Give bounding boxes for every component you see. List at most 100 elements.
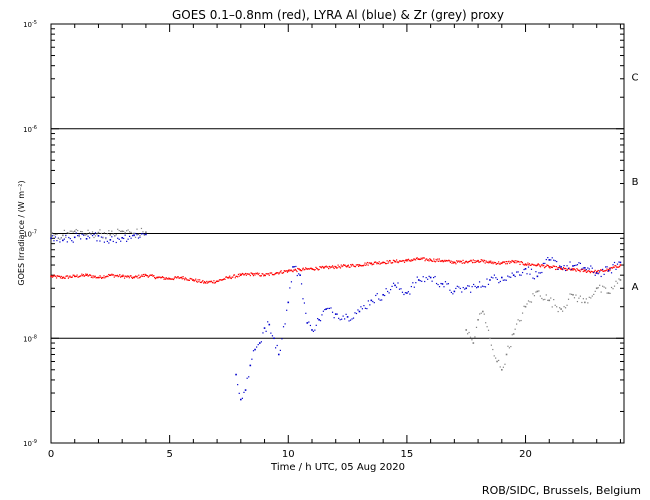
- data-point: [478, 281, 481, 283]
- data-point: [475, 287, 478, 289]
- data-point: [50, 275, 52, 278]
- data-point: [587, 267, 589, 269]
- data-point: [353, 265, 355, 267]
- data-point: [570, 269, 572, 271]
- data-point: [490, 276, 493, 278]
- data-point: [97, 235, 100, 237]
- data-point: [446, 283, 448, 285]
- data-point: [610, 272, 613, 274]
- data-point: [593, 293, 595, 296]
- data-point: [444, 259, 446, 261]
- data-point: [206, 280, 208, 282]
- data-point: [416, 276, 418, 278]
- data-point: [405, 258, 407, 261]
- data-point: [389, 260, 391, 262]
- data-point: [425, 277, 427, 279]
- data-point: [558, 266, 561, 268]
- data-point: [78, 276, 80, 278]
- data-point: [595, 272, 598, 274]
- data-point: [277, 353, 280, 356]
- data-point: [397, 282, 399, 284]
- data-point: [157, 276, 160, 278]
- data-point: [238, 392, 240, 394]
- data-point: [279, 271, 281, 273]
- data-point: [72, 274, 74, 276]
- data-point: [252, 275, 255, 277]
- data-point: [265, 330, 267, 332]
- data-point: [588, 270, 590, 272]
- data-point: [306, 322, 309, 324]
- data-point: [271, 272, 273, 274]
- data-point: [421, 280, 423, 282]
- data-point: [401, 291, 404, 293]
- data-point: [386, 260, 388, 262]
- data-point: [66, 241, 68, 243]
- data-point: [421, 258, 423, 260]
- flare-class-label: C: [632, 72, 639, 83]
- data-point: [553, 259, 555, 261]
- data-point: [346, 316, 349, 318]
- data-point: [606, 266, 608, 268]
- data-point: [517, 260, 520, 263]
- data-point: [176, 276, 179, 278]
- data-point: [494, 262, 496, 264]
- data-point: [530, 301, 533, 303]
- data-point: [307, 267, 309, 270]
- data-point: [419, 280, 421, 282]
- data-point: [342, 265, 344, 267]
- data-point: [309, 267, 312, 269]
- data-point: [97, 276, 100, 279]
- data-point: [273, 274, 275, 276]
- data-point: [105, 276, 107, 278]
- data-point: [453, 290, 456, 293]
- data-point: [304, 268, 306, 271]
- data-point: [108, 273, 110, 276]
- data-point: [241, 397, 243, 399]
- data-point: [549, 267, 551, 269]
- data-point: [520, 274, 522, 276]
- data-point: [372, 263, 374, 265]
- data-point: [593, 271, 595, 274]
- data-point: [616, 266, 618, 268]
- data-point: [324, 308, 326, 311]
- data-point: [547, 264, 549, 266]
- data-point: [499, 263, 501, 265]
- data-point: [302, 267, 304, 269]
- data-point: [50, 232, 52, 235]
- data-point: [391, 285, 393, 287]
- data-point: [467, 261, 470, 263]
- data-point: [363, 305, 365, 307]
- data-point: [388, 261, 390, 263]
- data-point: [572, 269, 574, 271]
- data-point: [131, 232, 134, 235]
- data-point: [219, 279, 221, 281]
- data-point: [603, 270, 605, 272]
- data-point: [261, 273, 263, 275]
- data-point: [216, 280, 218, 283]
- data-point: [226, 277, 228, 279]
- data-point: [182, 276, 184, 278]
- data-point: [140, 275, 142, 277]
- data-point: [77, 276, 79, 278]
- data-point: [462, 259, 464, 261]
- data-point: [566, 265, 568, 267]
- data-point: [487, 262, 489, 264]
- data-point: [267, 321, 269, 323]
- data-point: [468, 260, 470, 263]
- data-point: [109, 234, 112, 236]
- data-point: [477, 259, 479, 262]
- data-point: [553, 265, 555, 267]
- data-point: [223, 278, 225, 280]
- data-point: [142, 231, 144, 233]
- data-point: [449, 261, 451, 263]
- flare-class-lines: [51, 128, 624, 339]
- data-point: [554, 260, 556, 262]
- data-point: [575, 270, 577, 272]
- data-point: [184, 279, 186, 281]
- data-point: [174, 276, 176, 278]
- data-point: [528, 263, 531, 265]
- data-point: [292, 266, 294, 268]
- data-point: [118, 229, 120, 232]
- data-point: [287, 301, 290, 304]
- x-tick-label: 20: [519, 449, 532, 460]
